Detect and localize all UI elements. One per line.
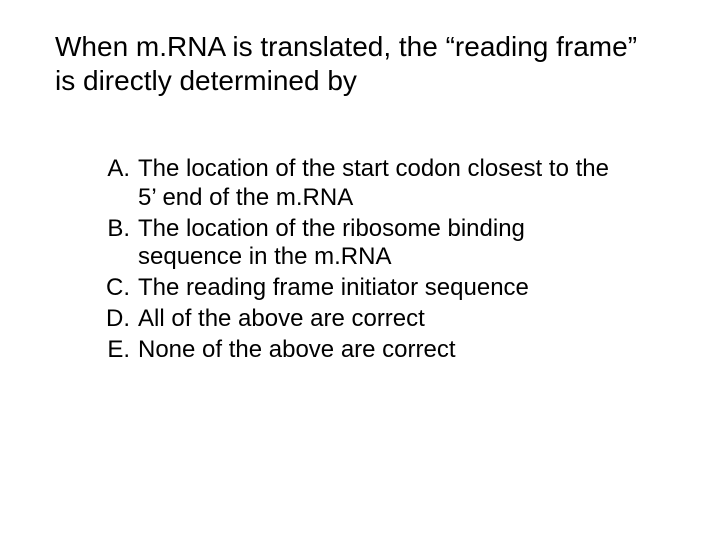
option-text: The location of the start codon closest … <box>138 155 610 213</box>
options-list: A. The location of the start codon close… <box>90 155 610 367</box>
option-text: None of the above are correct <box>138 336 610 365</box>
option-b: B. The location of the ribosome binding … <box>90 215 610 273</box>
option-a: A. The location of the start codon close… <box>90 155 610 213</box>
option-e: E. None of the above are correct <box>90 336 610 365</box>
option-letter: B. <box>90 215 138 273</box>
option-text: All of the above are correct <box>138 305 610 334</box>
option-text: The reading frame initiator sequence <box>138 274 610 303</box>
option-letter: D. <box>90 305 138 334</box>
slide: When m.RNA is translated, the “reading f… <box>0 0 720 540</box>
option-d: D. All of the above are correct <box>90 305 610 334</box>
option-letter: E. <box>90 336 138 365</box>
option-letter: C. <box>90 274 138 303</box>
option-text: The location of the ribosome binding seq… <box>138 215 610 273</box>
question-text: When m.RNA is translated, the “reading f… <box>55 30 655 97</box>
option-c: C. The reading frame initiator sequence <box>90 274 610 303</box>
option-letter: A. <box>90 155 138 213</box>
